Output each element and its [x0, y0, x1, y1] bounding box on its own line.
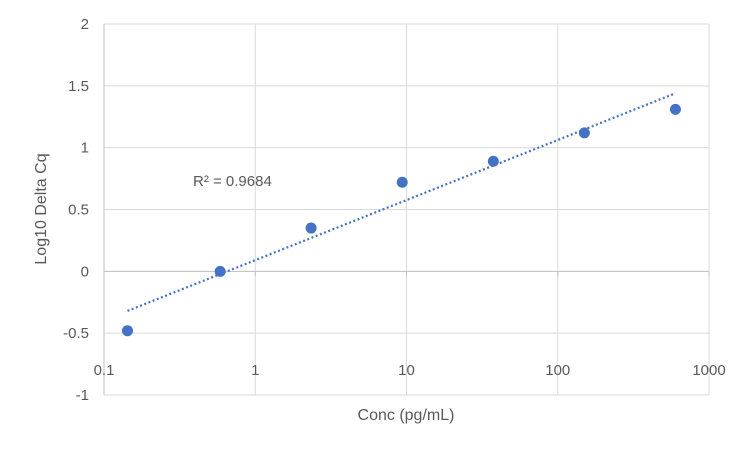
y-tick-labels: -1 -0.5 0 0.5 1 1.5 2: [63, 16, 89, 404]
r-squared-annotation: R² = 0.9684: [193, 173, 272, 190]
axes: [103, 24, 710, 395]
y-tick-label: 1: [81, 140, 89, 157]
data-points: [121, 103, 681, 337]
x-tick-label: 100: [545, 362, 570, 379]
y-tick-label: 0.5: [68, 202, 89, 219]
trendline-layer: [127, 92, 676, 312]
data-point: [121, 325, 133, 337]
trendline: [127, 92, 676, 312]
grid-lines: [104, 23, 710, 396]
y-tick-label: -1: [76, 387, 89, 404]
data-point: [487, 155, 499, 167]
x-tick-label: 10: [398, 362, 415, 379]
y-tick-label: 2: [81, 16, 89, 33]
data-point: [669, 103, 681, 115]
data-point: [578, 127, 590, 139]
data-point: [396, 176, 408, 188]
x-tick-labels: 0.1 1 10 100 1000: [94, 362, 726, 379]
x-axis-title: Conc (pg/mL): [358, 407, 455, 424]
x-tick-label: 0.1: [94, 362, 115, 379]
data-point: [305, 222, 317, 234]
y-tick-label: -0.5: [63, 325, 89, 342]
y-axis-title: Log10 Delta Cq: [33, 153, 50, 264]
y-tick-label: 1.5: [68, 78, 89, 95]
x-tick-label: 1000: [692, 362, 725, 379]
data-point: [214, 265, 226, 277]
y-tick-label: 0: [81, 263, 89, 280]
x-tick-label: 1: [251, 362, 259, 379]
